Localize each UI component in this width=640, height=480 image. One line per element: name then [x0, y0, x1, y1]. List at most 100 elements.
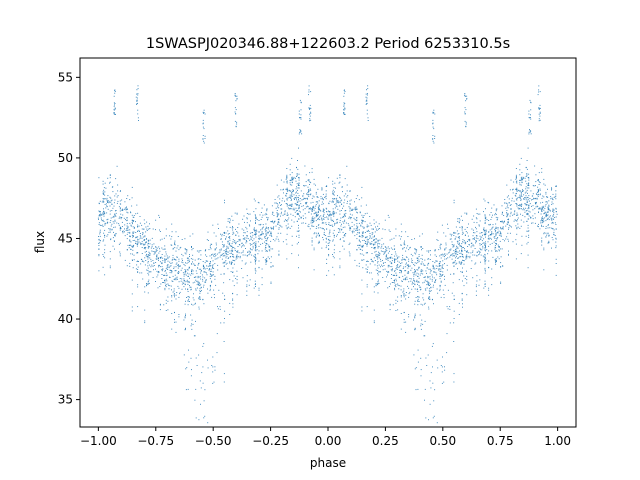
data-point [505, 225, 507, 227]
data-point [273, 222, 275, 224]
data-point [150, 271, 152, 273]
data-point [98, 224, 100, 225]
data-point [464, 113, 466, 115]
x-tick-label: −0.75 [137, 434, 174, 448]
data-point [278, 222, 280, 224]
data-point [342, 237, 344, 239]
data-point [181, 261, 183, 263]
data-point [183, 275, 185, 277]
data-point [397, 256, 399, 258]
data-point [116, 165, 118, 167]
data-point [346, 202, 348, 204]
data-point [316, 226, 318, 228]
data-point [135, 268, 137, 270]
data-point [254, 243, 256, 245]
data-point [284, 210, 286, 212]
data-point [460, 246, 462, 247]
data-point [342, 215, 344, 217]
data-point [552, 215, 554, 217]
x-axis: −1.00 −0.75 −0.50 −0.25 0.00 0.25 0.50 0.75 1.00 [80, 427, 571, 448]
data-point [404, 259, 406, 261]
data-point [231, 261, 233, 263]
data-point [322, 193, 324, 195]
data-point [110, 239, 112, 241]
data-point [439, 288, 441, 290]
data-point [322, 197, 323, 199]
data-point [506, 215, 508, 217]
data-point [399, 272, 401, 274]
data-point [249, 252, 251, 253]
data-point [428, 298, 430, 300]
data-point [255, 257, 256, 259]
data-point [307, 194, 309, 196]
data-point [131, 186, 133, 188]
data-point [119, 210, 121, 212]
data-point [449, 308, 451, 310]
data-point [520, 253, 522, 255]
data-point [289, 196, 291, 198]
data-point [226, 250, 228, 252]
data-point [298, 205, 300, 207]
data-point [390, 256, 392, 258]
data-point [247, 251, 249, 253]
data-point [285, 225, 287, 227]
data-point [176, 276, 178, 278]
data-point [548, 219, 550, 221]
data-point [326, 208, 328, 210]
data-point [293, 198, 295, 200]
data-point [428, 290, 430, 292]
data-point [495, 258, 497, 260]
data-point [534, 208, 536, 210]
data-point [319, 234, 320, 236]
data-point [236, 275, 238, 277]
data-point [104, 222, 106, 224]
data-point [164, 287, 166, 289]
data-point [277, 214, 279, 216]
data-point [179, 293, 180, 295]
data-point [395, 228, 397, 230]
data-point [265, 244, 267, 246]
data-point [319, 216, 321, 218]
data-point [479, 247, 481, 249]
data-point [365, 103, 367, 105]
data-point [187, 281, 189, 283]
data-point [181, 278, 183, 280]
data-point [418, 273, 420, 275]
data-point [551, 227, 553, 229]
data-point [431, 278, 433, 280]
data-point [440, 270, 442, 272]
data-point [199, 380, 201, 382]
data-point [359, 212, 361, 214]
data-point [198, 354, 200, 356]
data-point [400, 270, 402, 272]
data-point [473, 245, 475, 247]
data-point [485, 259, 487, 261]
data-point [433, 112, 435, 114]
data-point [236, 95, 238, 97]
data-point [136, 103, 138, 105]
data-point [321, 203, 323, 205]
data-point [107, 222, 109, 224]
data-point [538, 89, 540, 91]
data-point [439, 273, 441, 275]
data-point [315, 216, 317, 218]
data-point [418, 281, 420, 283]
data-point [412, 281, 413, 283]
data-point [396, 265, 398, 267]
data-point [255, 286, 256, 287]
data-point [198, 306, 200, 308]
data-point [186, 367, 188, 369]
data-point [337, 208, 339, 210]
data-point [424, 279, 426, 281]
data-point [246, 237, 248, 239]
data-point [433, 303, 434, 305]
data-point [286, 220, 288, 222]
data-point [546, 201, 548, 203]
data-point [553, 209, 555, 211]
data-point [427, 282, 429, 284]
data-point [102, 266, 104, 268]
data-point [464, 95, 466, 97]
data-point [173, 266, 175, 268]
data-point [134, 239, 136, 241]
data-point [414, 265, 416, 267]
